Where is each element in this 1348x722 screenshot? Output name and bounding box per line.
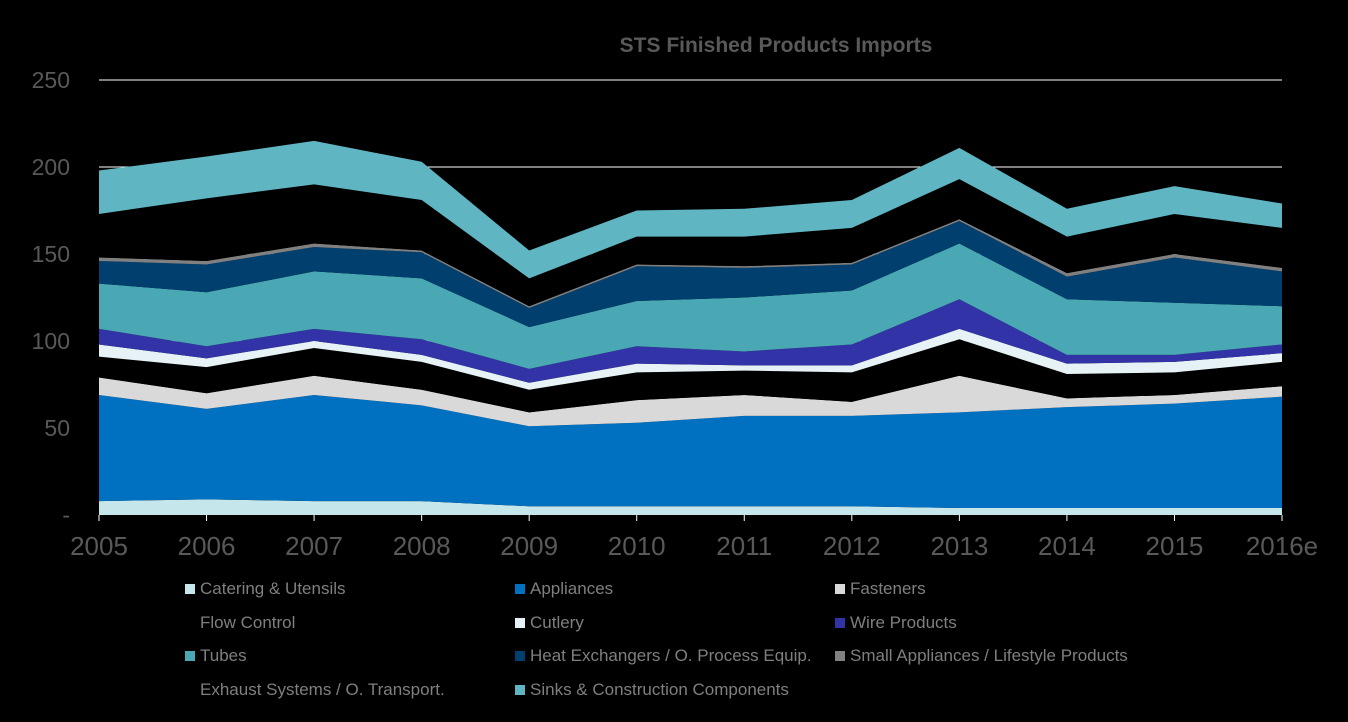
legend-item: Exhaust Systems / O. Transport. [185, 677, 445, 703]
y-tick-label: - [62, 502, 70, 528]
legend-swatch [835, 584, 845, 594]
legend-swatch [515, 684, 525, 695]
legend-item: Fasteners [835, 576, 926, 602]
legend-swatch [185, 684, 195, 695]
legend-item: Flow Control [185, 610, 295, 636]
x-tick-label: 2011 [716, 531, 772, 561]
x-tick-label: 2006 [178, 531, 236, 561]
y-tick-label: 200 [32, 154, 70, 180]
legend-swatch [835, 651, 845, 661]
legend-swatch [185, 584, 195, 594]
x-tick-label: 2013 [930, 531, 988, 561]
area-series-0 [99, 499, 1282, 515]
x-tick-label: 2007 [285, 531, 343, 561]
legend-label: Heat Exchangers / O. Process Equip. [530, 646, 812, 665]
x-axis-ticks: 2005 2006 2007 2008 2009 2010 2011 2012 2013 2014… [70, 515, 1318, 561]
x-tick-label: 2010 [608, 531, 666, 561]
y-axis-ticks: - 50 100 150 200 250 [32, 67, 70, 528]
legend-item: Sinks & Construction Components [515, 677, 789, 703]
legend-swatch [835, 617, 845, 628]
area-series-6 [99, 243, 1282, 369]
legend-label: Sinks & Construction Components [530, 679, 789, 699]
legend-item: Wire Products [835, 610, 957, 636]
legend-item: Cutlery [515, 610, 584, 636]
legend-label: Flow Control [200, 612, 296, 632]
legend-swatch [515, 651, 525, 661]
area-series-10 [99, 140, 1282, 279]
area-series-9 [99, 179, 1282, 307]
x-tick-label: 2009 [500, 531, 558, 561]
area-series-4 [99, 328, 1282, 390]
area-series-5 [99, 299, 1282, 383]
area-series-3 [99, 339, 1282, 413]
x-tick-label: 2015 [1146, 531, 1204, 561]
legend-swatch [515, 584, 525, 594]
legend-swatch [185, 651, 195, 661]
x-tick-label: 2016e [1246, 531, 1318, 561]
y-tick-label: 50 [44, 415, 70, 441]
legend-label: Fasteners [850, 579, 926, 598]
legend-item: Appliances [515, 576, 613, 602]
legend-swatch [515, 617, 525, 628]
area-series-7 [99, 220, 1282, 328]
x-tick-label: 2014 [1038, 531, 1096, 561]
y-tick-label: 150 [32, 241, 70, 267]
legend-label: Exhaust Systems / O. Transport. [200, 679, 445, 699]
area-series-8 [99, 219, 1282, 308]
chart-title: STS Finished Products Imports [620, 34, 933, 57]
legend-item: Small Appliances / Lifestyle Products [835, 643, 1128, 669]
x-tick-label: 2005 [70, 531, 128, 561]
legend-label: Small Appliances / Lifestyle Products [850, 646, 1128, 665]
legend-label: Wire Products [850, 612, 957, 632]
y-tick-label: 100 [32, 328, 70, 354]
legend-item: Heat Exchangers / O. Process Equip. [515, 643, 812, 669]
area-series [99, 140, 1282, 515]
x-tick-label: 2008 [393, 531, 451, 561]
legend-item: Catering & Utensils [185, 576, 346, 602]
legend-swatch [185, 617, 195, 628]
legend-label: Catering & Utensils [200, 579, 346, 598]
area-series-1 [99, 394, 1282, 509]
legend-label: Tubes [200, 646, 247, 665]
legend-item: Tubes [185, 643, 247, 669]
legend-label: Cutlery [530, 612, 584, 632]
x-tick-label: 2012 [823, 531, 881, 561]
y-tick-label: 250 [32, 67, 70, 93]
area-series-2 [99, 375, 1282, 427]
legend-label: Appliances [530, 579, 614, 598]
